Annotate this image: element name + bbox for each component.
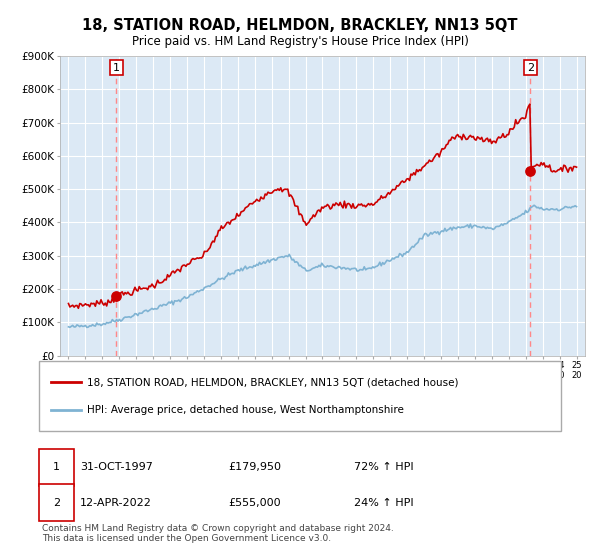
Text: HPI: Average price, detached house, West Northamptonshire: HPI: Average price, detached house, West… [87, 405, 404, 416]
Text: 2: 2 [53, 498, 60, 507]
Text: 12-APR-2022: 12-APR-2022 [80, 498, 152, 507]
Point [112, 291, 121, 300]
Text: £179,950: £179,950 [228, 463, 281, 472]
Point [526, 166, 535, 175]
Text: £555,000: £555,000 [228, 498, 281, 507]
Text: 18, STATION ROAD, HELMDON, BRACKLEY, NN13 5QT (detached house): 18, STATION ROAD, HELMDON, BRACKLEY, NN1… [87, 377, 458, 387]
Text: Price paid vs. HM Land Registry's House Price Index (HPI): Price paid vs. HM Land Registry's House … [131, 35, 469, 49]
Text: 1: 1 [113, 63, 120, 73]
Text: 24% ↑ HPI: 24% ↑ HPI [354, 498, 413, 507]
Text: Contains HM Land Registry data © Crown copyright and database right 2024.
This d: Contains HM Land Registry data © Crown c… [42, 524, 394, 543]
Text: 72% ↑ HPI: 72% ↑ HPI [354, 463, 413, 472]
Text: 2: 2 [527, 63, 534, 73]
Text: 31-OCT-1997: 31-OCT-1997 [80, 463, 152, 472]
Text: 18, STATION ROAD, HELMDON, BRACKLEY, NN13 5QT: 18, STATION ROAD, HELMDON, BRACKLEY, NN1… [82, 18, 518, 32]
Text: 1: 1 [53, 463, 60, 472]
